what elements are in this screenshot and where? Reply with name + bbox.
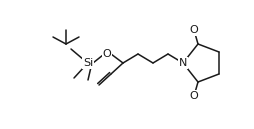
Text: O: O bbox=[103, 49, 111, 59]
Text: Si: Si bbox=[83, 58, 93, 68]
Text: N: N bbox=[179, 58, 187, 68]
Text: O: O bbox=[190, 91, 198, 101]
Text: O: O bbox=[190, 25, 198, 35]
